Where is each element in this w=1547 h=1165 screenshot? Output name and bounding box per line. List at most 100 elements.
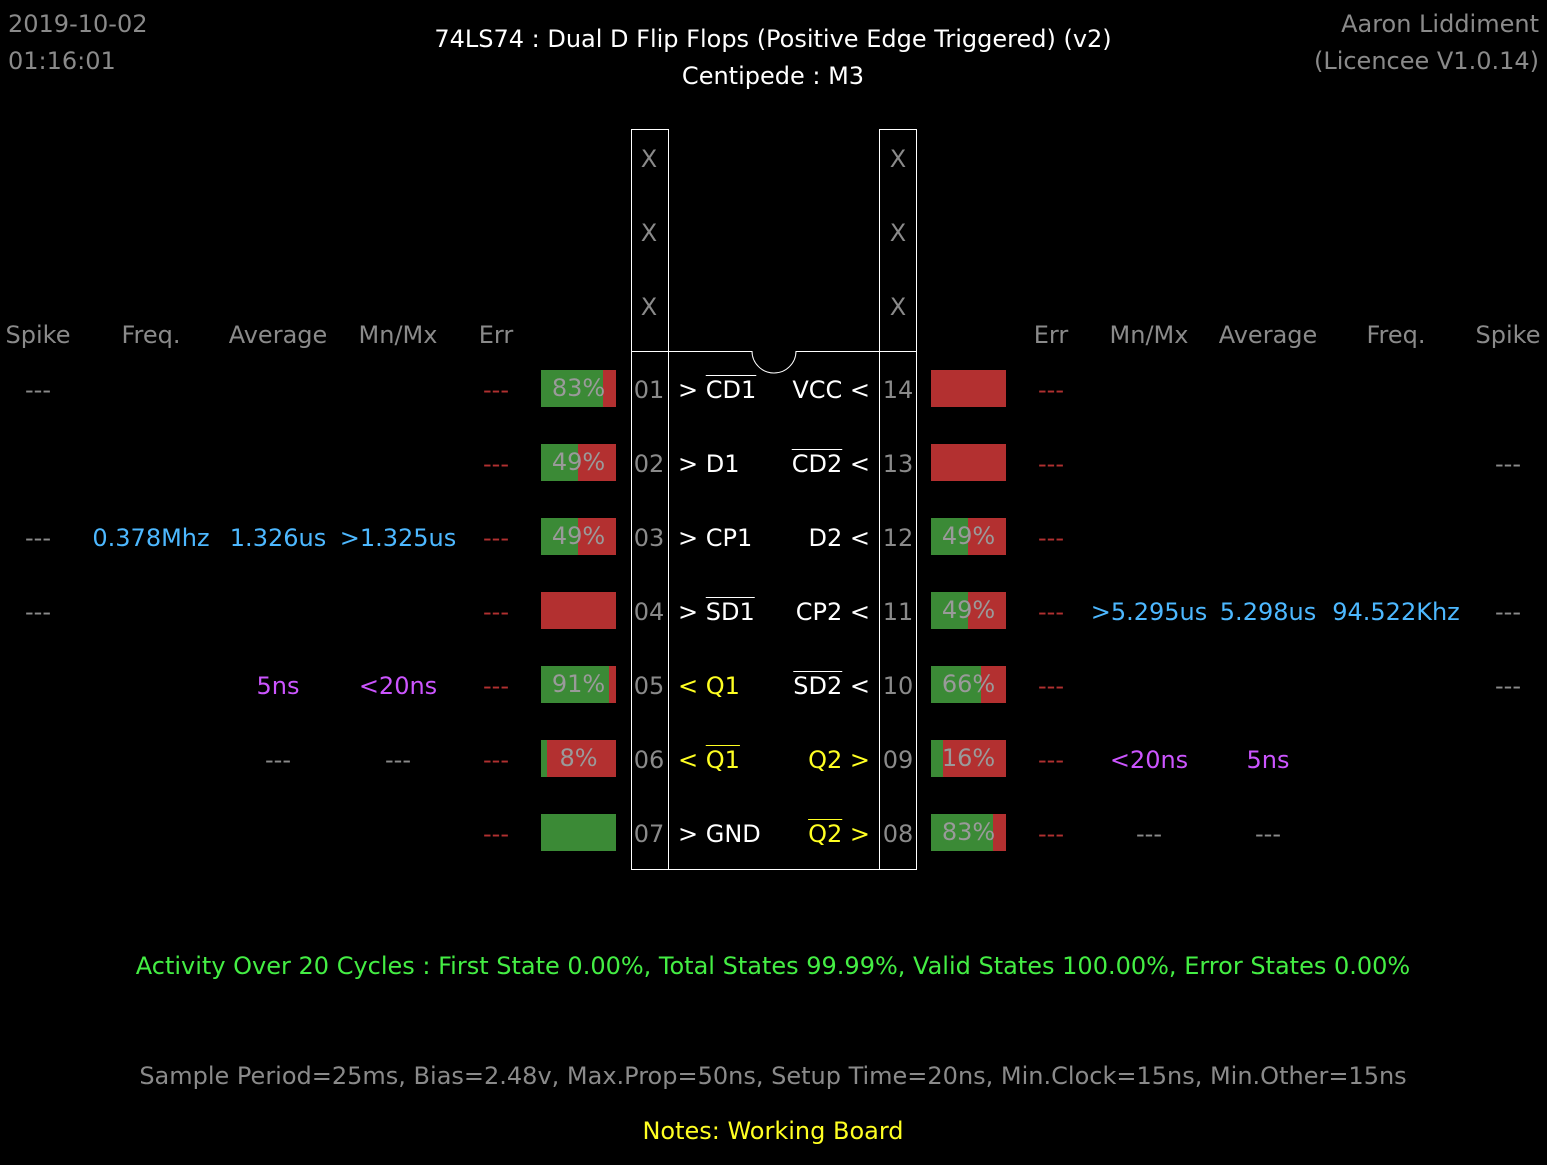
pin-direction: < <box>678 746 699 774</box>
bar-high-fill <box>541 370 604 407</box>
pin-activity-bar: 91% <box>541 666 616 703</box>
top-mark-right-3: X <box>889 293 907 321</box>
mnmx-value: --- <box>385 746 411 774</box>
pin-label: SD2 < <box>793 672 870 700</box>
pin-number: 01 <box>633 376 665 404</box>
mnmx-value: >5.295us <box>1090 598 1208 626</box>
col-right-freq: Freq. <box>1366 321 1426 349</box>
date-label: 2019-10-02 <box>8 10 148 38</box>
author-label: Aaron Liddiment <box>1341 10 1539 38</box>
pin-label: > SD1 <box>678 598 755 626</box>
top-mark-left-1: X <box>640 145 658 173</box>
bar-percent-label: 83% <box>551 374 606 402</box>
pin-name: CP1 <box>705 524 753 552</box>
pin-direction: > <box>678 524 699 552</box>
pin-direction: > <box>678 598 699 626</box>
activity-summary: Activity Over 20 Cycles : First State 0.… <box>135 952 1411 980</box>
time-label: 01:16:01 <box>8 47 116 75</box>
pin-number: 04 <box>633 598 665 626</box>
bar-low-fill <box>931 370 1006 407</box>
bar-percent-label: 49% <box>941 596 996 624</box>
err-value: --- <box>1038 820 1064 848</box>
average-value: 5.298us <box>1219 598 1317 626</box>
bar-low-fill <box>577 444 616 481</box>
pin-number: 07 <box>633 820 665 848</box>
pin-direction: < <box>849 672 870 700</box>
pin-number: 08 <box>882 820 914 848</box>
bar-high-fill <box>931 518 968 555</box>
pin-label: CD2 < <box>792 450 870 478</box>
bar-percent-label: 83% <box>941 818 996 846</box>
col-left-average: Average <box>228 321 328 349</box>
page-subtitle: Centipede : M3 <box>681 62 865 90</box>
err-value: --- <box>1038 450 1064 478</box>
pin-name: D1 <box>705 450 740 478</box>
bar-high-fill <box>541 444 578 481</box>
licence-label: (Licencee V1.0.14) <box>1313 47 1539 75</box>
bar-low-fill <box>993 814 1006 851</box>
average-value: 5ns <box>256 672 300 700</box>
pin-number: 09 <box>882 746 914 774</box>
bar-percent-label: 49% <box>551 448 606 476</box>
pin-name: Q1 <box>705 672 740 700</box>
pin-name: Q2 <box>808 820 843 848</box>
pin-label: > CD1 <box>678 376 756 404</box>
freq-value: 94.522Khz <box>1332 598 1460 626</box>
err-value: --- <box>1038 598 1064 626</box>
col-right-err: Err <box>1033 321 1069 349</box>
pin-number: 03 <box>633 524 665 552</box>
bar-low-fill <box>609 666 616 703</box>
mnmx-value: <20ns <box>1109 746 1189 774</box>
bar-high-fill <box>541 814 616 851</box>
col-left-err: Err <box>478 321 514 349</box>
pin-activity-bar: 83% <box>931 814 1006 851</box>
pin-label: VCC < <box>792 376 870 404</box>
pin-number: 06 <box>633 746 665 774</box>
pin-direction: < <box>849 598 870 626</box>
pin-name: VCC <box>792 376 843 404</box>
err-value: --- <box>1038 376 1064 404</box>
pin-direction: < <box>678 672 699 700</box>
freq-value: 0.378Mhz <box>92 524 210 552</box>
spike-value: --- <box>1495 450 1521 478</box>
pin-activity-bar <box>541 592 616 629</box>
pin-number: 12 <box>882 524 914 552</box>
bar-percent-label: 49% <box>941 522 996 550</box>
bar-low-fill <box>943 740 1006 777</box>
pin-name: D2 <box>808 524 843 552</box>
pin-label: < Q1 <box>678 746 740 774</box>
pin-activity-bar <box>931 444 1006 481</box>
col-right-mnmx: Mn/Mx <box>1109 321 1189 349</box>
pin-activity-bar: 49% <box>541 444 616 481</box>
bar-low-fill <box>547 740 616 777</box>
err-value: --- <box>483 524 509 552</box>
pin-label: Q2 > <box>808 820 870 848</box>
bar-percent-label: 8% <box>559 744 598 772</box>
sample-settings: Sample Period=25ms, Bias=2.48v, Max.Prop… <box>139 1062 1407 1090</box>
bar-high-fill <box>541 740 547 777</box>
spike-value: --- <box>25 524 51 552</box>
bar-percent-label: 66% <box>941 670 996 698</box>
err-value: --- <box>1038 746 1064 774</box>
pin-number: 10 <box>882 672 914 700</box>
pin-number: 14 <box>882 376 914 404</box>
pin-direction: < <box>849 376 870 404</box>
mnmx-value: <20ns <box>358 672 438 700</box>
bar-low-fill <box>967 518 1006 555</box>
pin-activity-bar: 49% <box>931 592 1006 629</box>
bar-percent-label: 91% <box>551 670 606 698</box>
pin-activity-bar: 8% <box>541 740 616 777</box>
pin-direction: < <box>849 524 870 552</box>
pin-name: CD1 <box>705 376 757 404</box>
spike-value: --- <box>1495 672 1521 700</box>
bar-high-fill <box>931 740 943 777</box>
spike-value: --- <box>1495 598 1521 626</box>
pin-number: 13 <box>882 450 914 478</box>
average-value: 5ns <box>1246 746 1290 774</box>
pin-label: < Q1 <box>678 672 740 700</box>
bar-low-fill <box>577 518 616 555</box>
err-value: --- <box>483 598 509 626</box>
average-value: 1.326us <box>229 524 327 552</box>
average-value: --- <box>265 746 291 774</box>
pin-activity-bar: 83% <box>541 370 616 407</box>
